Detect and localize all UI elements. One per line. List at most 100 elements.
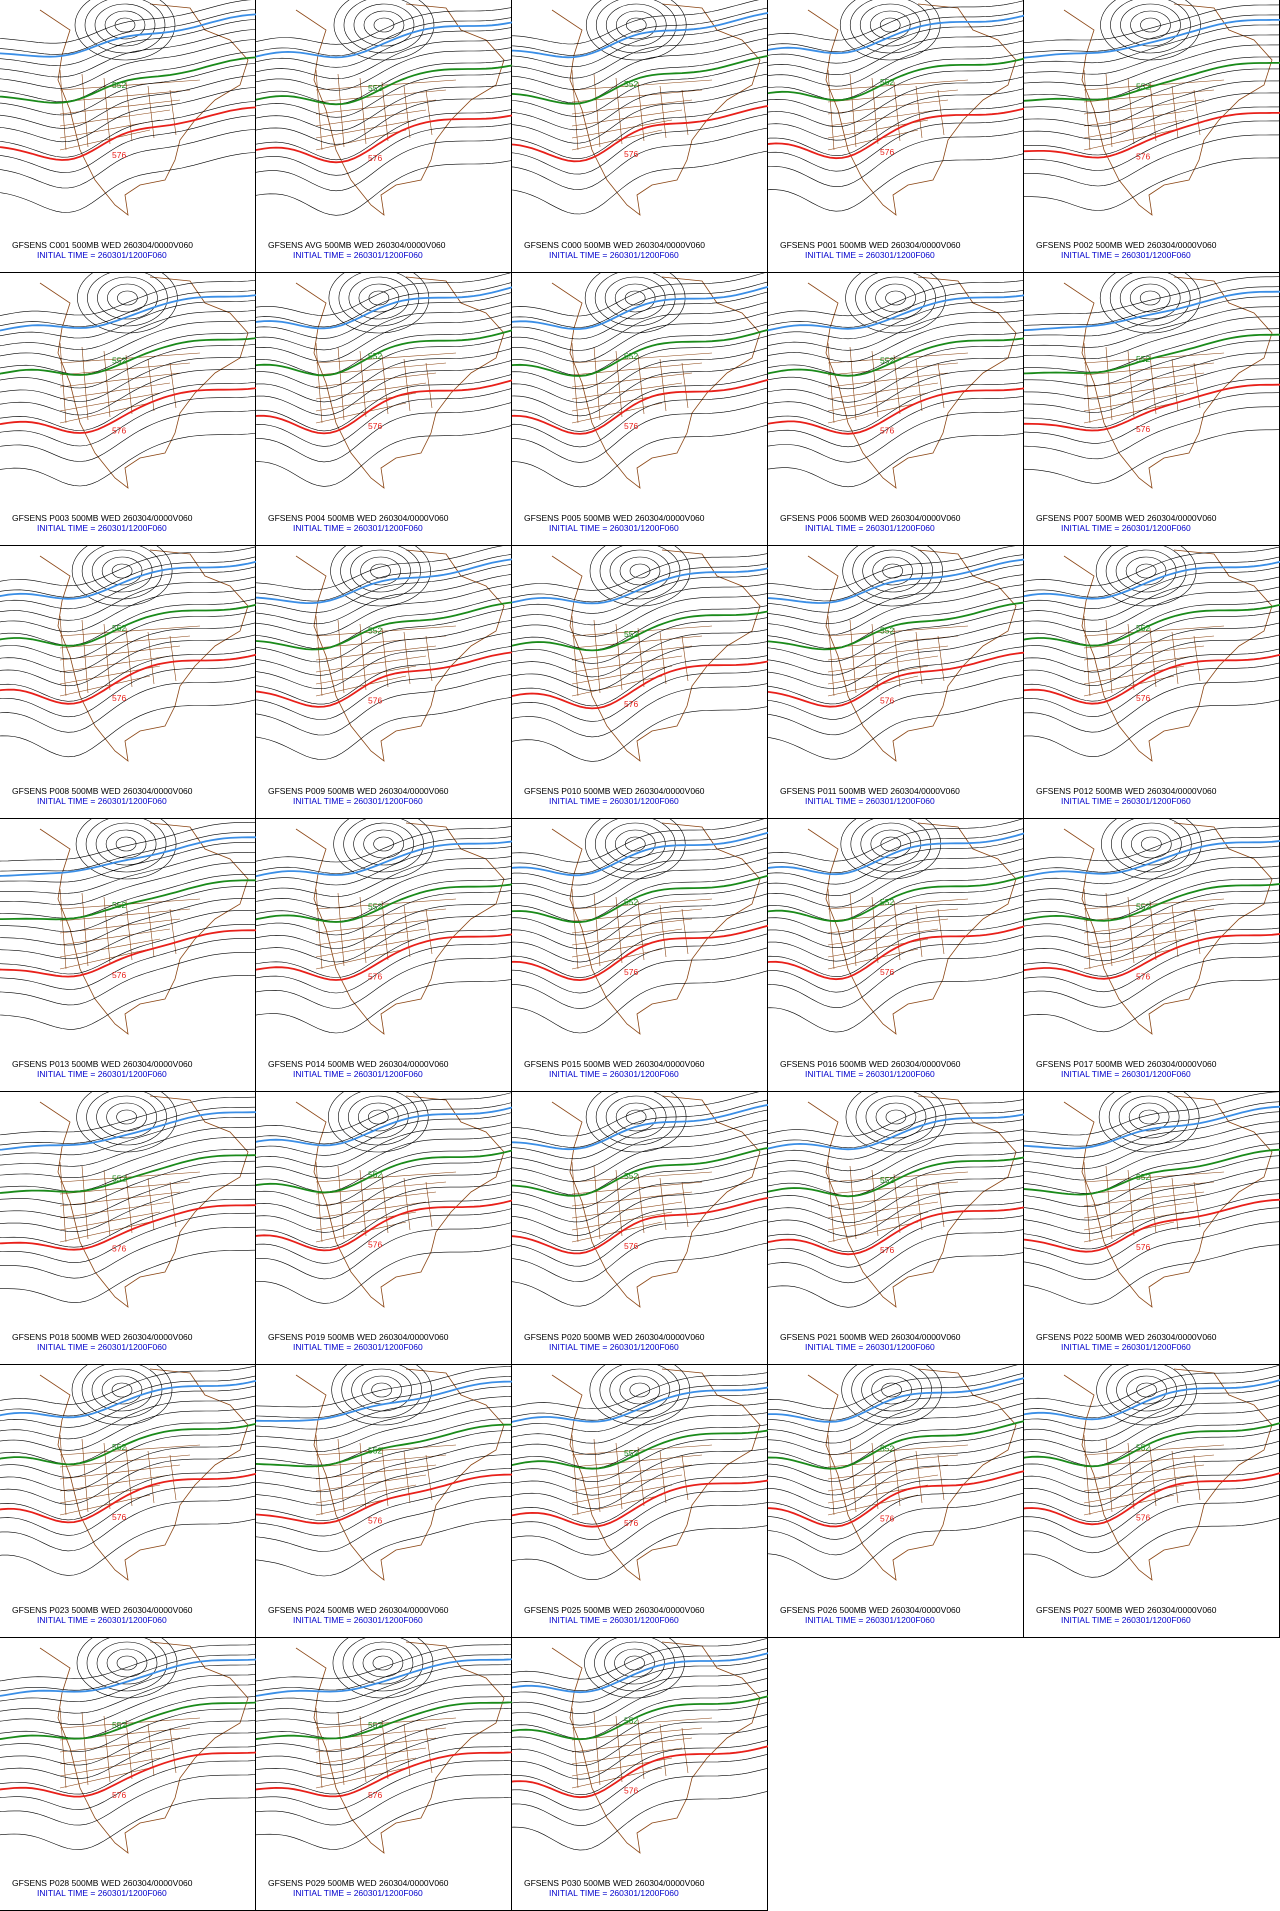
contour <box>768 1478 1024 1540</box>
contour <box>871 1375 912 1405</box>
contour-label: 576 <box>112 150 126 160</box>
contour <box>768 1365 1018 1410</box>
map-panel: 552 576 GFSENS P016 500MB WED 260304/0000V… <box>768 819 1024 1092</box>
contour <box>768 870 1024 922</box>
contour <box>256 1102 512 1145</box>
map: 552 576 GFSENS P027 500MB WED 260304/0000V… <box>1024 1365 1280 1625</box>
contour <box>256 660 512 720</box>
contour <box>512 1753 768 1811</box>
contour-label: 576 <box>1136 1242 1150 1252</box>
contour <box>333 0 435 61</box>
map: 552 576 GFSENS P016 500MB WED 260304/0000V… <box>768 819 1024 1079</box>
border-line <box>1083 1211 1185 1231</box>
contour-red <box>0 1472 256 1524</box>
border-line <box>315 402 407 424</box>
map-panel: 552 576 GFSENS P022 500MB WED 260304/0000V… <box>1024 1092 1280 1365</box>
border-line <box>169 1727 177 1774</box>
contour <box>1024 34 1280 75</box>
coastline <box>295 822 505 1035</box>
border-line <box>1105 73 1113 148</box>
contour-label: 576 <box>624 1241 638 1251</box>
border-line <box>425 1181 433 1228</box>
contour <box>609 549 671 593</box>
contour-label: 576 <box>880 967 894 977</box>
contour <box>256 1376 512 1419</box>
contour <box>1128 1102 1170 1132</box>
contour <box>768 309 1024 351</box>
contour <box>605 3 667 47</box>
map-panel: 552 576 GFSENS P009 500MB WED 260304/0000V… <box>256 546 512 819</box>
contour <box>256 83 512 132</box>
contour <box>256 574 512 625</box>
contour <box>512 1474 768 1525</box>
border-line <box>659 358 667 412</box>
map-panel: 552 576 GFSENS P011 500MB WED 260304/0000V… <box>768 546 1024 819</box>
contour-green <box>768 337 1024 377</box>
map: 552 576 GFSENS P015 500MB WED 260304/0000V… <box>512 819 768 1079</box>
border-line <box>125 1446 133 1507</box>
contour <box>589 1365 691 1426</box>
contour <box>842 546 943 607</box>
contour-label: 552 <box>624 629 638 639</box>
contour-blue <box>768 1113 1024 1151</box>
border-line <box>315 1171 457 1183</box>
contour <box>106 1648 148 1678</box>
contour-green <box>0 1701 256 1740</box>
contour <box>512 1109 768 1160</box>
contour <box>0 129 256 189</box>
contour <box>1024 1244 1280 1305</box>
border-line <box>1083 109 1195 127</box>
contour <box>0 821 256 862</box>
initial-time: INITIAL TIME = 260301/1200F060 <box>1061 1069 1191 1079</box>
border-line <box>1083 362 1215 376</box>
contour-blue <box>0 13 256 58</box>
contour <box>91 1368 153 1412</box>
border-line <box>315 129 407 151</box>
contour-label: 552 <box>112 355 126 365</box>
contour <box>512 1092 760 1137</box>
border-line <box>827 1221 919 1243</box>
contour <box>256 902 512 949</box>
initial-time: INITIAL TIME = 260301/1200F060 <box>1061 796 1191 806</box>
contour <box>256 546 503 591</box>
border-line <box>937 908 945 955</box>
contour-red <box>0 387 256 434</box>
contour <box>1024 913 1280 962</box>
contour <box>0 861 256 906</box>
border-line <box>103 1169 111 1237</box>
border-line <box>381 1173 389 1234</box>
contour <box>1024 106 1280 156</box>
contour <box>256 697 512 760</box>
border-line <box>1083 99 1205 115</box>
border-line <box>681 1727 689 1774</box>
contour <box>768 596 1024 649</box>
contour <box>512 0 760 45</box>
border-line <box>315 1434 323 1516</box>
contour <box>1111 819 1192 873</box>
contour <box>1024 80 1280 127</box>
contour <box>512 655 768 707</box>
contour <box>256 1653 512 1692</box>
initial-time: INITIAL TIME = 260301/1200F060 <box>37 523 167 533</box>
contour <box>768 828 1024 874</box>
border-line <box>381 354 389 415</box>
contour <box>1138 1109 1160 1125</box>
border-line <box>403 631 411 685</box>
border-line <box>81 346 89 421</box>
contour <box>0 974 256 1030</box>
contour-blue <box>768 294 1024 332</box>
contour-red <box>1024 383 1280 432</box>
map-panel: 552 576 GFSENS P018 500MB WED 260304/0000V… <box>0 1092 256 1365</box>
contour-label: 552 <box>368 1720 382 1730</box>
border-line <box>571 1737 693 1753</box>
contour-red <box>256 933 512 981</box>
contour <box>768 564 1024 613</box>
border-line <box>403 904 411 958</box>
border-line <box>1083 918 1205 934</box>
border-line <box>169 362 177 409</box>
contour <box>768 819 1024 862</box>
contour <box>256 1208 512 1264</box>
contour <box>256 47 512 91</box>
contour <box>0 1654 256 1692</box>
contour <box>256 1695 512 1739</box>
